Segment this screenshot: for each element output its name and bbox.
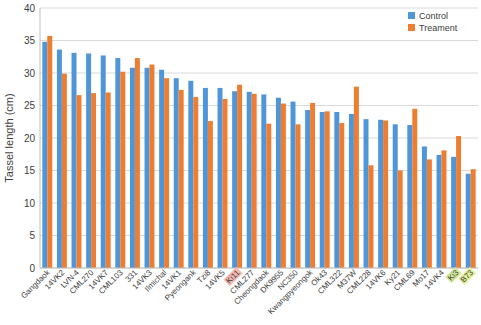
bar <box>203 88 208 268</box>
x-tick-label: Pyeongank <box>163 267 198 302</box>
y-tick-label: 40 <box>24 3 36 14</box>
bar <box>296 124 301 268</box>
bar <box>398 171 403 269</box>
legend-swatch <box>408 24 415 31</box>
x-tick-group: B73 <box>458 267 476 285</box>
bar <box>354 87 359 268</box>
x-tick-group: CML103 <box>97 268 125 296</box>
y-tick-label: 35 <box>24 35 36 46</box>
bar <box>427 159 432 268</box>
x-tick-label: CML103 <box>97 268 125 296</box>
bar <box>291 102 296 268</box>
bar <box>325 111 330 268</box>
bar <box>422 146 427 268</box>
legend-label: Treament <box>419 23 458 33</box>
bar <box>334 112 339 268</box>
bar <box>42 42 47 268</box>
bar <box>159 70 164 268</box>
bar <box>364 119 369 268</box>
bar <box>145 68 150 268</box>
bar <box>188 81 193 268</box>
grid-line <box>40 8 478 9</box>
bar <box>266 124 271 268</box>
bar <box>47 36 52 268</box>
bar <box>339 123 344 268</box>
bar <box>466 174 471 268</box>
label-highlight <box>445 267 461 283</box>
y-tick-label: 5 <box>29 230 35 241</box>
bar <box>57 50 62 268</box>
bar <box>412 109 417 268</box>
bar <box>232 91 237 268</box>
y-tick-label: 30 <box>24 68 36 79</box>
bar <box>378 120 383 268</box>
x-tick-group: Pyeongank <box>163 267 198 302</box>
y-axis-label: Tassel length (cm) <box>3 93 15 182</box>
bar <box>106 93 111 269</box>
grid-line <box>40 40 478 41</box>
x-tick-label: 14VK4 <box>423 268 447 292</box>
bar <box>437 155 442 268</box>
label-highlight <box>458 267 476 285</box>
x-tick-group: Ki3 <box>445 267 461 283</box>
bar <box>62 74 67 268</box>
bar <box>150 65 155 268</box>
x-tick-group: 14VK4 <box>423 268 447 292</box>
bar <box>72 53 77 268</box>
bar <box>179 90 184 268</box>
bar <box>393 124 398 268</box>
bar <box>86 54 91 269</box>
y-tick-label: 0 <box>29 263 35 274</box>
bar <box>369 165 374 268</box>
bar <box>276 98 281 268</box>
x-tick-label: B73 <box>459 268 476 285</box>
bars <box>42 36 475 268</box>
bar <box>115 58 120 268</box>
bar <box>193 97 198 268</box>
bar <box>451 157 456 268</box>
bar <box>281 104 286 268</box>
bar <box>383 120 388 268</box>
bar <box>135 58 140 268</box>
y-tick-label: 20 <box>24 133 36 144</box>
bar <box>174 78 179 268</box>
bar <box>261 94 266 268</box>
bar <box>237 85 242 268</box>
bar <box>407 125 412 268</box>
bar <box>456 136 461 268</box>
grid-line <box>40 268 478 269</box>
bar <box>164 78 169 268</box>
bar <box>310 103 315 268</box>
bar <box>349 114 354 268</box>
x-tick-group: Kwangpyeongok <box>266 267 315 316</box>
bar <box>252 94 257 268</box>
bar <box>101 55 106 268</box>
y-axis-line <box>40 8 41 268</box>
chart: 0510152025303540Tassel length (cm)Gangda… <box>0 0 481 325</box>
bar <box>442 150 447 268</box>
x-tick-label: Ki3 <box>446 268 461 283</box>
legend-swatch <box>408 12 415 19</box>
y-tick-label: 25 <box>24 100 36 111</box>
bar <box>223 99 228 268</box>
bar <box>320 112 325 268</box>
bar <box>91 93 96 268</box>
bar <box>305 110 310 268</box>
bar <box>218 88 223 268</box>
legend-label: Control <box>419 11 448 21</box>
bar <box>247 92 252 268</box>
bar <box>130 68 135 268</box>
bar <box>120 72 125 268</box>
y-tick-label: 15 <box>24 165 36 176</box>
bar <box>208 121 213 268</box>
x-tick-label: Kwangpyeongok <box>266 267 315 316</box>
y-tick-label: 10 <box>24 198 36 209</box>
bar <box>77 95 82 268</box>
x-axis-line <box>40 268 478 269</box>
bar <box>471 169 476 268</box>
